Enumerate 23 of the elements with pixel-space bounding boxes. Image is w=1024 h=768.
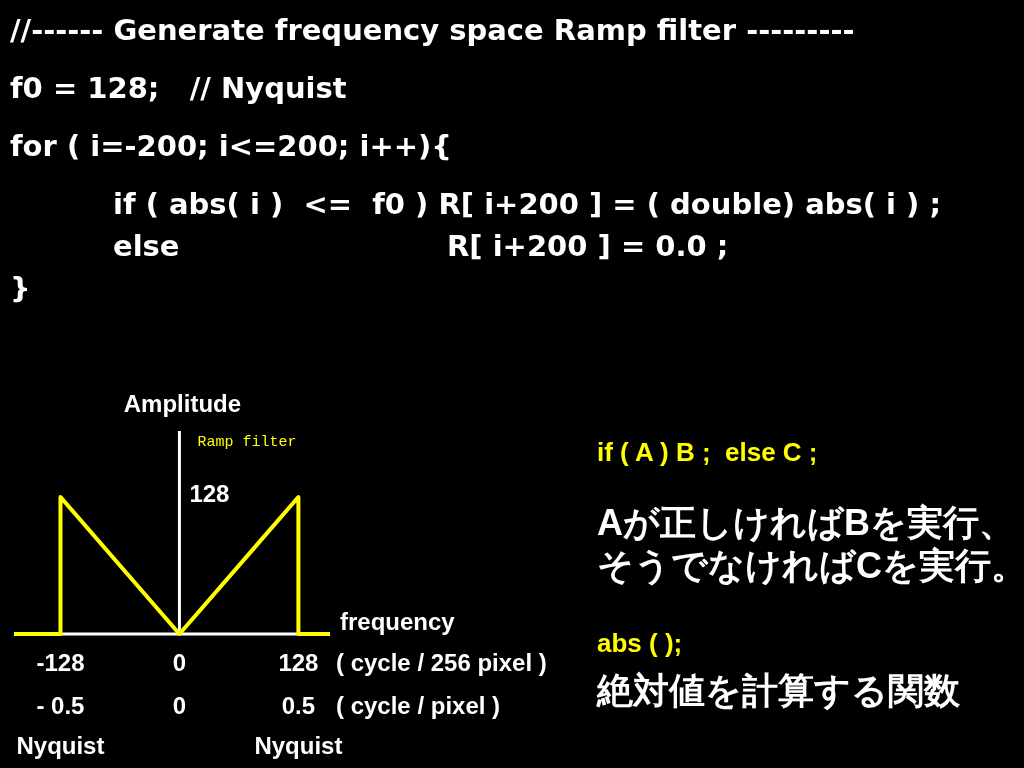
x-tick-label: 0	[172, 648, 187, 676]
x-tick-label: -128	[36, 648, 85, 676]
x-tick-label: 128	[278, 648, 319, 676]
text: if ( abs( i ) <= f0 ) R[ i+200 ] = ( double) abs( i ) ;	[113, 187, 942, 221]
x-axis-title: frequency ( cycle / 256 pixel )	[336, 607, 547, 676]
text: }	[10, 271, 31, 305]
text: 絶対値を計算する関数	[596, 669, 961, 711]
text: Nyquist	[254, 731, 343, 759]
text: for ( i=-200; i<=200; i++){	[10, 129, 452, 163]
text: //------ Generate frequency space Ramp filter ---------	[10, 13, 855, 47]
x2-tick-label: 0.5	[281, 691, 316, 719]
x2-axis-title: ( cycle / pixel )	[336, 691, 501, 719]
text: if ( A ) B ; else C ;	[597, 437, 818, 467]
text: Nyquist	[16, 731, 105, 759]
y-axis-title: Amplitude	[123, 389, 242, 417]
x2-tick-label: - 0.5	[36, 691, 85, 719]
text: abs ( );	[597, 628, 683, 658]
text: f0 = 128; // Nyquist	[10, 71, 347, 105]
annotation: 128	[189, 479, 230, 507]
text: else R[ i+200 ] = 0.0 ;	[113, 229, 729, 263]
text: Aが正しければBを実行、そうでなければCを実行。	[597, 501, 1024, 586]
x2-tick-label: 0	[172, 691, 187, 719]
text: Ramp filter	[197, 433, 297, 451]
